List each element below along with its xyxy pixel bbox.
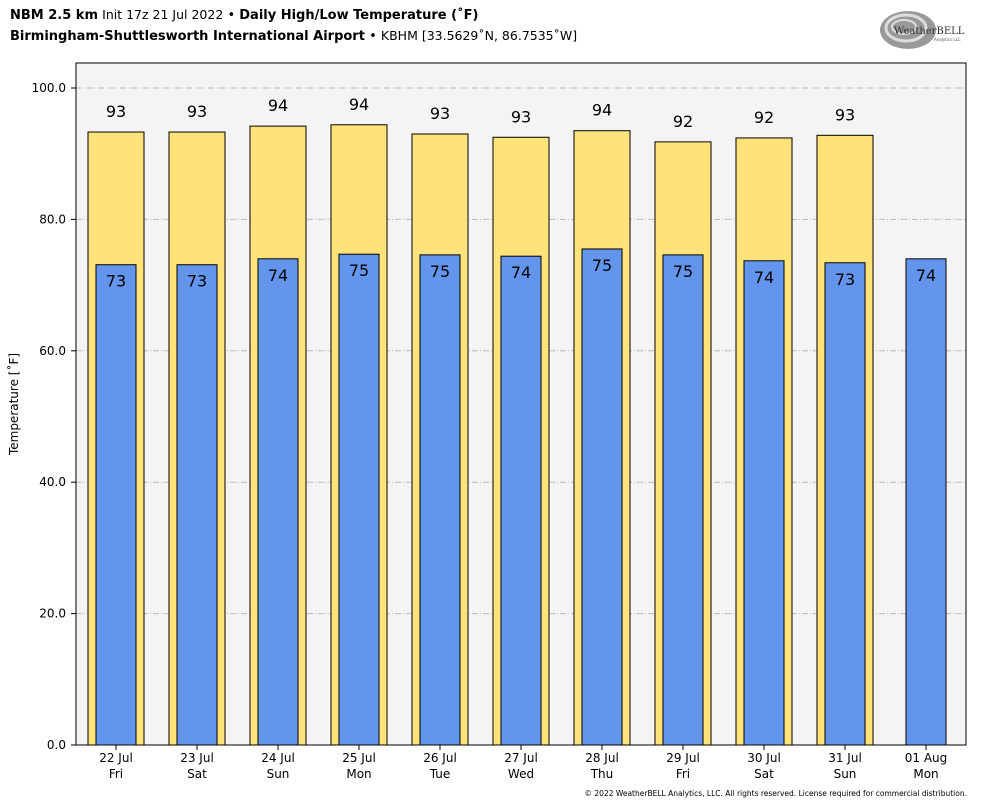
high-label: 93 <box>187 102 207 121</box>
x-tick-date: 22 Jul <box>99 751 133 765</box>
init-time: Init 17z 21 Jul 2022 <box>102 7 224 22</box>
low-bar <box>743 260 785 746</box>
high-label: 94 <box>592 101 612 120</box>
x-tick-date: 25 Jul <box>342 751 376 765</box>
x-tick-date: 23 Jul <box>180 751 214 765</box>
high-label: 94 <box>349 95 369 114</box>
high-label: 93 <box>835 105 855 124</box>
x-tick-day: Fri <box>109 767 123 781</box>
low-bar <box>95 264 137 746</box>
low-bar <box>338 253 380 746</box>
x-tick-day: Sat <box>187 767 207 781</box>
x-tick-day: Sun <box>834 767 857 781</box>
y-tick-label: 40.0 <box>39 475 66 489</box>
x-tick-day: Sun <box>267 767 290 781</box>
chart-title: NBM 2.5 km Init 17z 21 Jul 2022 • Daily … <box>10 7 478 23</box>
separator: • <box>369 29 377 44</box>
x-tick-day: Fri <box>676 767 690 781</box>
x-tick-date: 26 Jul <box>423 751 457 765</box>
x-tick-day: Tue <box>429 767 451 781</box>
y-tick-label: 60.0 <box>39 344 66 358</box>
low-label: 73 <box>106 272 126 291</box>
high-label: 92 <box>673 112 693 131</box>
low-label: 75 <box>673 262 693 281</box>
x-tick-day: Mon <box>913 767 938 781</box>
y-axis-label: Temperature [˚F] <box>6 353 21 456</box>
high-label: 93 <box>511 107 531 126</box>
x-tick-day: Wed <box>508 767 534 781</box>
y-tick-label: 100.0 <box>32 81 66 95</box>
low-bar <box>662 254 704 746</box>
y-tick-label: 80.0 <box>39 212 66 226</box>
high-label: 93 <box>106 102 126 121</box>
low-label: 75 <box>430 262 450 281</box>
low-bar <box>257 258 299 746</box>
y-tick-label: 0.0 <box>47 738 66 752</box>
low-bar <box>419 254 461 746</box>
low-label: 74 <box>511 263 531 282</box>
low-label: 74 <box>916 266 936 285</box>
low-label: 74 <box>754 268 774 287</box>
low-bar <box>824 262 866 746</box>
svg-text:WeatherBELL: WeatherBELL <box>894 26 965 37</box>
x-tick-date: 30 Jul <box>747 751 781 765</box>
copyright: © 2022 WeatherBELL Analytics, LLC. All r… <box>584 789 967 798</box>
low-label: 75 <box>592 256 612 275</box>
x-tick-date: 27 Jul <box>504 751 538 765</box>
y-tick-label: 20.0 <box>39 607 66 621</box>
low-label: 73 <box>187 272 207 291</box>
low-bar <box>905 258 947 746</box>
chart-subtitle: Birmingham-Shuttlesworth International A… <box>10 28 577 44</box>
x-tick-date: 24 Jul <box>261 751 295 765</box>
x-tick-date: 31 Jul <box>828 751 862 765</box>
station-info: KBHM [33.5629˚N, 86.7535˚W] <box>380 28 578 43</box>
low-bar <box>176 264 218 746</box>
low-bar <box>581 248 623 746</box>
separator: • <box>227 8 236 23</box>
x-tick-date: 29 Jul <box>666 751 700 765</box>
x-tick-date: 28 Jul <box>585 751 619 765</box>
low-label: 74 <box>268 266 288 285</box>
product-name: Daily High/Low Temperature (˚F) <box>239 8 479 23</box>
high-label: 93 <box>430 104 450 123</box>
x-tick-date: 01 Aug <box>905 751 948 765</box>
high-label: 94 <box>268 96 288 115</box>
x-tick-day: Mon <box>346 767 371 781</box>
x-tick-day: Thu <box>590 767 614 781</box>
svg-text:Analytics LLC: Analytics LLC <box>934 37 961 42</box>
low-bar <box>500 255 542 746</box>
high-label: 92 <box>754 108 774 127</box>
low-label: 73 <box>835 270 855 289</box>
x-tick-day: Sat <box>754 767 774 781</box>
weatherbell-logo: WeatherBELL Analytics LLC <box>880 11 965 49</box>
low-label: 75 <box>349 261 369 280</box>
model-name: NBM 2.5 km <box>10 8 98 23</box>
station-name: Birmingham-Shuttlesworth International A… <box>10 29 365 44</box>
